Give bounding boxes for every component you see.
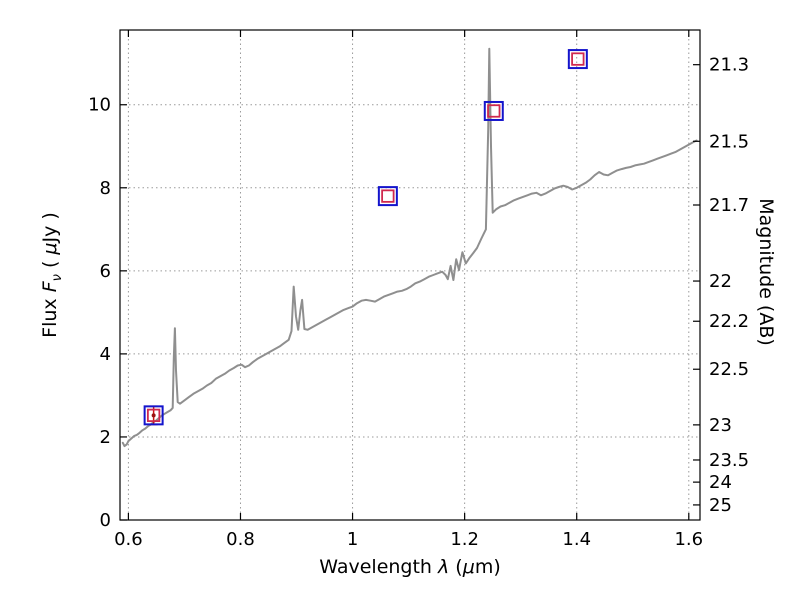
spectrum-line [121, 47, 698, 448]
x-tick-label: 0.8 [226, 529, 255, 550]
y-tick-label-magnitude: 22.2 [709, 311, 749, 332]
photometry-point-outer [567, 49, 588, 70]
photometry-point-inner [146, 408, 161, 423]
y-tick-label-flux: 6 [100, 261, 111, 282]
photometry-point-inner [487, 104, 501, 118]
y-tick-label-magnitude: 21.3 [709, 55, 749, 76]
y-tick-label-magnitude: 21.7 [709, 195, 749, 216]
y-tick-label-flux: 8 [100, 178, 111, 199]
photometry-point-inner [381, 189, 395, 203]
x-tick-label: 1.6 [674, 529, 703, 550]
plot-frame [119, 29, 701, 521]
y-tick-label-magnitude: 24 [709, 472, 732, 493]
y-tick-label-flux: 0 [100, 510, 111, 531]
photometry-point-outer [377, 186, 398, 207]
y-tick-label-magnitude: 21.5 [709, 131, 749, 152]
y-tick-label-flux: 4 [100, 344, 111, 365]
x-tick-label: 1.4 [562, 529, 591, 550]
x-tick-label: 1 [347, 529, 358, 550]
y-tick-label-magnitude: 22.5 [709, 359, 749, 380]
x-tick-label: 1.2 [450, 529, 479, 550]
y-tick-label-magnitude: 23 [709, 415, 732, 436]
photometry-point-inner [571, 52, 585, 66]
photometry-point-outer [483, 100, 504, 121]
y-tick-label-magnitude: 25 [709, 495, 732, 516]
y-tick-label-magnitude: 22 [709, 271, 732, 292]
y-tick-label-flux: 2 [100, 427, 111, 448]
photometry-center-dot [151, 413, 156, 418]
x-tick-label: 0.6 [114, 529, 143, 550]
photometry-point-outer [143, 405, 164, 426]
y-tick-label-flux: 10 [88, 95, 111, 116]
y-tick-label-magnitude: 23.5 [709, 450, 749, 471]
